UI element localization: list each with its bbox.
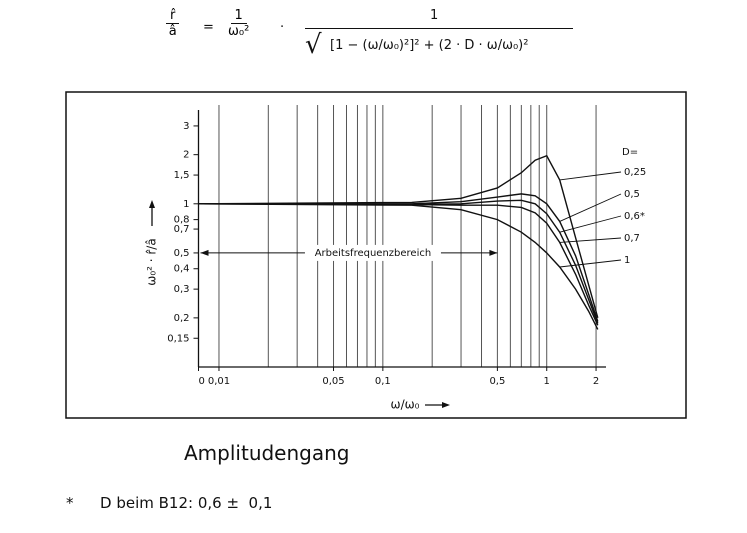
x-tick-label: 2 (593, 376, 599, 387)
sqrt-sign: √ (305, 30, 322, 60)
x-axis-label: ω/ω₀ (391, 398, 420, 412)
x-tick-label: 0,05 (322, 376, 344, 387)
x-tick-label: 0,5 (489, 376, 505, 387)
annotation: Arbeitsfrequenzbereich (315, 248, 432, 259)
x-tick-label: 0 (199, 376, 205, 387)
y-tick-label: 2 (183, 150, 189, 161)
legend-leader (559, 171, 622, 181)
legend-label: 0,25 (624, 167, 646, 178)
plot: 321,510,80,70,50,40,30,20,150 0,01 0,05 0,1… (145, 105, 646, 412)
legend-leader (559, 193, 622, 222)
legend-label: 0,7 (624, 233, 640, 244)
formula-text: â (168, 24, 177, 39)
legend-label: 0,6* (624, 211, 645, 222)
arrow-head (200, 249, 209, 256)
formula-text: 1 (230, 8, 247, 24)
legend-leader (559, 259, 622, 268)
caption: Amplitudengang (184, 441, 350, 465)
y-tick-label: 0,7 (174, 224, 190, 235)
curve (198, 193, 599, 322)
legend-label: 0,5 (624, 189, 640, 200)
y-tick-label: 0,3 (174, 284, 190, 295)
x-tick-label: 0,01 (208, 376, 230, 387)
formula-text: [1 − (ω/ω₀)²]² + (2 · D · ω/ω₀)² (330, 38, 529, 53)
formula-text: r̂ (166, 8, 180, 24)
formula-text: ω₀² (228, 24, 250, 39)
frame (65, 91, 687, 419)
curve (198, 199, 599, 324)
legend-leader (559, 215, 622, 233)
legend-label: 1 (624, 255, 630, 266)
formula-fraction: 1 ω₀² (228, 8, 249, 39)
y-tick-label: 0,5 (174, 248, 190, 259)
arrow-head (442, 402, 450, 408)
formula-text: · (280, 20, 285, 35)
arrow-head (149, 200, 155, 208)
y-tick-label: 3 (183, 121, 189, 132)
legend-leader (559, 237, 622, 243)
arrow-head (489, 249, 498, 256)
footnote-mark: * (66, 494, 74, 512)
footnote: D beim B12: 0,6 ± 0,1 (100, 494, 273, 512)
y-tick-label: 0,2 (174, 313, 190, 324)
formula-text: 1 (430, 8, 439, 23)
x-tick-label: 0,1 (375, 376, 391, 387)
y-tick-label: 0,8 (174, 215, 190, 226)
fraction-bar (305, 28, 573, 29)
y-axis-label: ω₀² · r̂/â (145, 238, 159, 285)
formula-text: = (203, 20, 214, 35)
curve (198, 203, 599, 326)
y-tick-label: 1,5 (174, 170, 190, 181)
curve (198, 203, 599, 330)
y-tick-label: 0,15 (167, 333, 189, 344)
formula-lhs: r̂ â (166, 8, 180, 39)
y-tick-label: 1 (183, 199, 189, 210)
x-tick-label: 1 (544, 376, 550, 387)
y-tick-label: 0,4 (174, 264, 190, 275)
legend-title: D= (622, 147, 638, 158)
annotation-bg (304, 244, 441, 261)
curve (198, 154, 599, 319)
